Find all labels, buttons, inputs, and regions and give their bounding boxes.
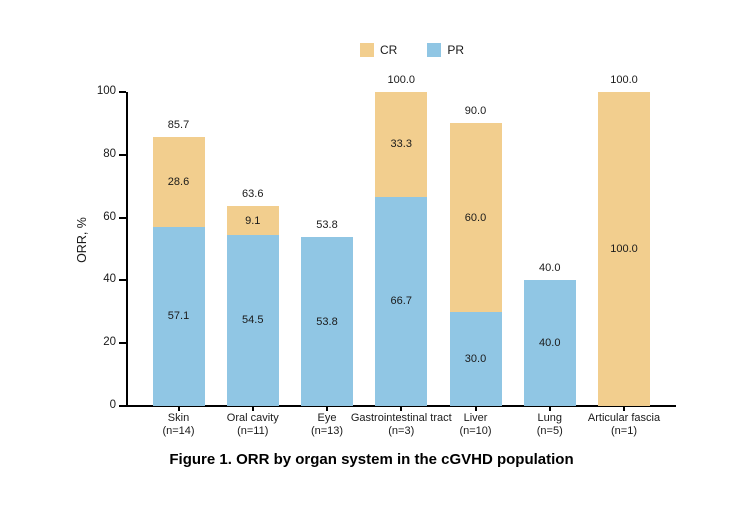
- y-axis-tick-label: 40: [103, 273, 116, 286]
- bar-total-label: 100.0: [387, 74, 416, 86]
- y-axis-tick: [119, 342, 126, 345]
- x-axis-tick: [400, 407, 403, 411]
- x-category-n: (n=10): [459, 424, 492, 437]
- bar-segment-pr: 30.0: [449, 311, 502, 406]
- bar-segment-pr: 54.5: [226, 234, 279, 406]
- x-category-name: Gastrointestinal tract: [350, 412, 452, 424]
- bar-total-label: 85.7: [167, 118, 190, 131]
- x-axis-line: [126, 405, 676, 407]
- bar-segment-cr: 33.3: [375, 92, 428, 197]
- x-category-name: Lung: [537, 412, 562, 424]
- legend-item-cr: CR: [360, 43, 397, 57]
- bar-total-label: 100.0: [610, 74, 638, 86]
- x-category-name: Eye: [317, 412, 337, 424]
- y-axis-tick-label: 0: [109, 399, 116, 411]
- x-axis-tick: [251, 407, 254, 411]
- bar-total-label: 63.6: [242, 188, 264, 201]
- x-axis-tick: [326, 407, 328, 411]
- x-category-label: Eye (n=13): [257, 412, 397, 437]
- x-axis-tick: [548, 407, 551, 411]
- bar-segment-pr: 66.7: [375, 196, 428, 406]
- y-axis-tick-label: 60: [103, 210, 116, 223]
- y-axis-tick: [119, 91, 126, 93]
- y-axis-tick-label: 80: [103, 147, 116, 160]
- x-axis-tick: [623, 407, 625, 411]
- legend-swatch-pr: [427, 43, 442, 57]
- x-category-label: Articular fascia (n=1): [554, 412, 694, 437]
- x-category-n: (n=1): [611, 424, 637, 437]
- y-axis-tick: [119, 153, 126, 156]
- x-category-name: Articular fascia: [587, 412, 661, 424]
- x-category-n: (n=3): [388, 424, 415, 437]
- y-axis-line: [126, 92, 128, 407]
- bar-segment-pr: 53.8: [301, 237, 353, 406]
- legend-label: CR: [380, 43, 398, 57]
- bar-segment-pr: 40.0: [523, 280, 576, 406]
- bar-segment-cr: 60.0: [449, 123, 502, 312]
- x-category-label: Skin (n=14): [109, 412, 249, 437]
- bar-total-label: 40.0: [539, 262, 561, 275]
- y-axis-tick-label: 20: [103, 336, 116, 349]
- x-category-n: (n=14): [162, 424, 195, 437]
- x-axis-tick: [177, 407, 180, 411]
- bar-segment-cr: 9.1: [226, 206, 279, 235]
- bar-total-label: 53.8: [316, 219, 338, 232]
- legend-swatch-cr: [360, 43, 374, 57]
- x-category-label: Liver (n=10): [406, 412, 546, 437]
- x-axis-tick: [474, 407, 477, 411]
- x-category-name: Oral cavity: [226, 412, 279, 424]
- x-category-label: Oral cavity (n=11): [183, 412, 323, 437]
- x-category-name: Liver: [463, 412, 488, 424]
- x-category-label: Gastrointestinal tract (n=3): [331, 412, 471, 437]
- y-axis-tick: [119, 279, 126, 282]
- chart-legend: CR PR: [360, 43, 464, 57]
- legend-item-pr: PR: [427, 43, 464, 57]
- x-category-n: (n=13): [310, 424, 344, 437]
- x-category-label: Lung (n=5): [480, 412, 620, 437]
- bar-total-label: 90.0: [464, 105, 487, 118]
- y-axis-tick: [119, 216, 126, 219]
- x-category-name: Skin: [167, 412, 190, 424]
- legend-label: PR: [447, 43, 465, 57]
- x-category-n: (n=5): [536, 424, 563, 437]
- y-axis-tick-label: 100: [96, 85, 116, 97]
- bar-segment-cr: 100.0: [598, 92, 650, 406]
- x-category-n: (n=11): [237, 424, 269, 437]
- bar-segment-cr: 28.6: [152, 136, 205, 227]
- bar-segment-pr: 57.1: [152, 226, 205, 406]
- figure-caption: Figure 1. ORR by organ system in the cGV…: [169, 451, 574, 468]
- y-axis-tick: [119, 405, 126, 407]
